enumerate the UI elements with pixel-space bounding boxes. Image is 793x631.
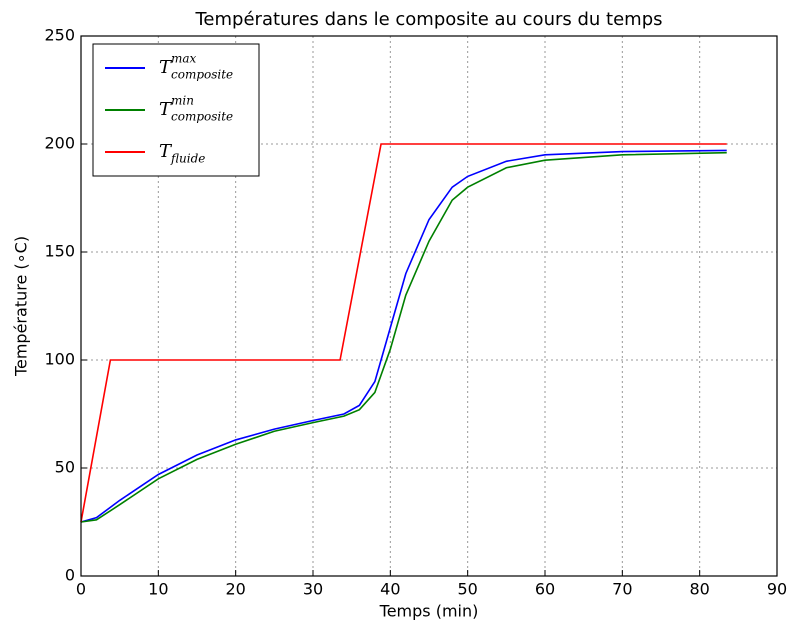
y-tick-label: 100 (44, 350, 75, 369)
x-tick-label: 60 (535, 580, 555, 599)
legend-sub: fluide (170, 152, 205, 166)
y-tick-label: 0 (65, 566, 75, 585)
x-tick-label: 0 (76, 580, 86, 599)
x-tick-label: 80 (689, 580, 709, 599)
legend-sub: composite (171, 110, 233, 124)
legend-name: T (159, 141, 173, 162)
x-axis-label: Temps (min) (379, 602, 479, 621)
x-tick-label: 20 (225, 580, 245, 599)
y-tick-label: 150 (44, 242, 75, 261)
data-line (80, 151, 727, 523)
legend-label: T (159, 99, 173, 120)
legend-name: T (159, 57, 173, 78)
y-axis-label: Température (∘C) (12, 236, 31, 377)
x-tick-label: 40 (380, 580, 400, 599)
data-line (80, 143, 727, 523)
legend-sup: min (171, 94, 194, 108)
legend-name: T (159, 99, 173, 120)
x-tick-label: 30 (303, 580, 323, 599)
legend-sub: composite (171, 68, 233, 82)
x-tick-label: 90 (767, 580, 787, 599)
x-tick-label: 50 (457, 580, 477, 599)
legend-label: T (159, 141, 173, 162)
plot-frame (80, 35, 778, 577)
y-tick-label: 50 (55, 458, 75, 477)
y-tick-label: 250 (44, 26, 75, 45)
chart-title: Températures dans le composite au cours … (195, 9, 663, 30)
y-tick-label: 200 (44, 134, 75, 153)
legend-label: T (159, 57, 173, 78)
x-tick-label: 10 (148, 580, 168, 599)
legend-sup: max (171, 52, 197, 66)
data-line (80, 149, 727, 523)
x-tick-label: 70 (612, 580, 632, 599)
